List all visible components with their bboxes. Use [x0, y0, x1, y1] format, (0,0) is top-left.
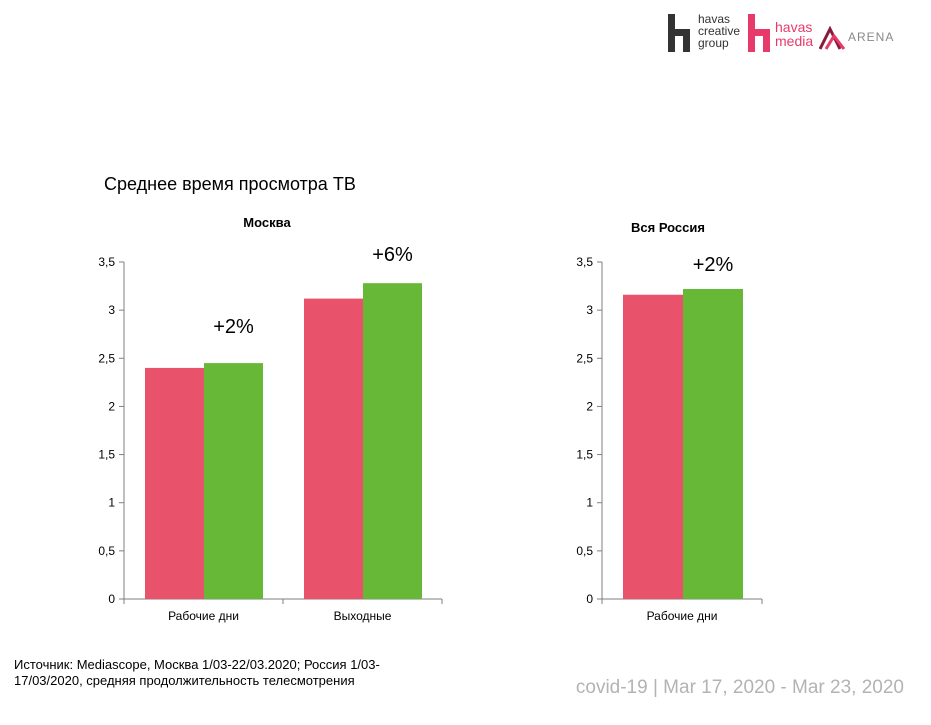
y-tick-label: 1: [586, 496, 593, 510]
havas-creative-group-logo-icon: [668, 14, 690, 52]
y-tick-label: 3,5: [98, 255, 115, 269]
y-tick-label: 3: [108, 303, 115, 317]
growth-annotation: +6%: [372, 244, 413, 266]
logo-group: havas creative group havas media ARENA: [668, 12, 908, 56]
x-tick-label: Рабочие дни: [168, 609, 239, 623]
havas-creative-group-logo-text: havas creative group: [698, 12, 741, 50]
bar-series-1: [623, 294, 683, 599]
havas-media-logo-icon: [748, 14, 770, 52]
y-tick-label: 1: [108, 496, 115, 510]
y-tick-label: 0: [108, 592, 115, 606]
bar-series-2: [204, 363, 263, 599]
y-tick-label: 2: [108, 399, 115, 413]
y-tick-label: 0,5: [98, 544, 115, 558]
page-title: Среднее время просмотра ТВ: [104, 174, 356, 194]
chart-2: Вся Россия 0 0,5 1 1,5 2 2,5 3 3,5 Рабочие дни +2%: [576, 220, 763, 623]
source-note: Источник: Mediascope, Москва 1/03-22/03.…: [14, 657, 380, 688]
y-tick-label: 2,5: [576, 351, 593, 365]
y-tick-label: 0: [586, 592, 593, 606]
arena-logo-text: ARENA: [848, 30, 895, 44]
bar-series-2: [363, 283, 422, 599]
y-tick-label: 1,5: [98, 448, 115, 462]
x-tick-label: Рабочие дни: [647, 609, 718, 623]
bar-series-1: [304, 298, 363, 599]
arena-logo-icon: [819, 26, 846, 50]
y-tick-label: 3,5: [576, 255, 593, 269]
chart-title: Москва: [243, 215, 291, 230]
x-tick-label: Выходные: [334, 609, 392, 623]
y-tick-label: 2: [586, 399, 593, 413]
chart-title: Вся Россия: [631, 220, 705, 235]
y-tick-label: 1,5: [576, 448, 593, 462]
footer-label: covid-19 | Mar 17, 2020 - Mar 23, 2020: [575, 677, 904, 698]
chart-1: Москва 0 0,5 1 1,5 2 2,5 3 3,5 Рабочие дни +2% Выхо…: [98, 215, 443, 623]
growth-annotation: +2%: [693, 254, 734, 276]
growth-annotation: +2%: [213, 316, 254, 338]
y-tick-label: 2,5: [98, 351, 115, 365]
havas-media-logo-text: havas media: [775, 19, 814, 49]
y-tick-label: 0,5: [576, 544, 593, 558]
bar-series-2: [683, 288, 743, 599]
y-tick-label: 3: [586, 303, 593, 317]
bar-series-1: [145, 367, 204, 599]
